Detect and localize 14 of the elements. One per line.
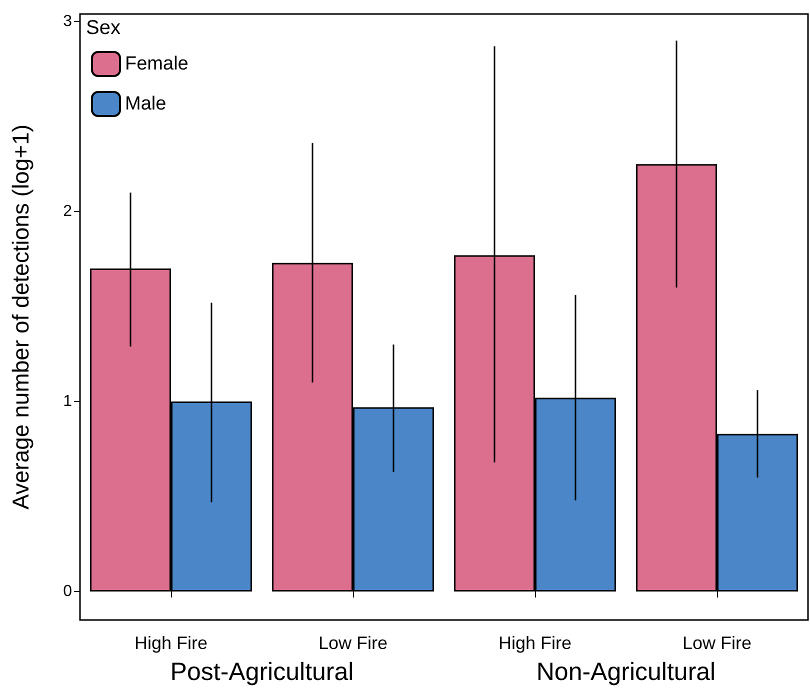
x-tick-label: Low Fire — [682, 633, 752, 653]
x-tick-label: High Fire — [498, 633, 572, 653]
x-tick-label: High Fire — [134, 633, 208, 653]
legend-label: Female — [125, 54, 188, 74]
legend-title: Sex — [86, 17, 120, 39]
y-axis-title: Average number of detections (log+1) — [8, 124, 34, 510]
legend-label: Male — [125, 94, 166, 114]
x-tick-label: Low Fire — [318, 633, 388, 653]
text: Non-Agricultural — [536, 658, 716, 686]
y-tick-label: 3 — [63, 13, 72, 30]
text: Post-Agricultural — [170, 658, 354, 686]
y-tick-label: 2 — [63, 203, 72, 220]
y-tick-label: 1 — [63, 393, 72, 410]
y-tick-label: 0 — [63, 583, 72, 600]
